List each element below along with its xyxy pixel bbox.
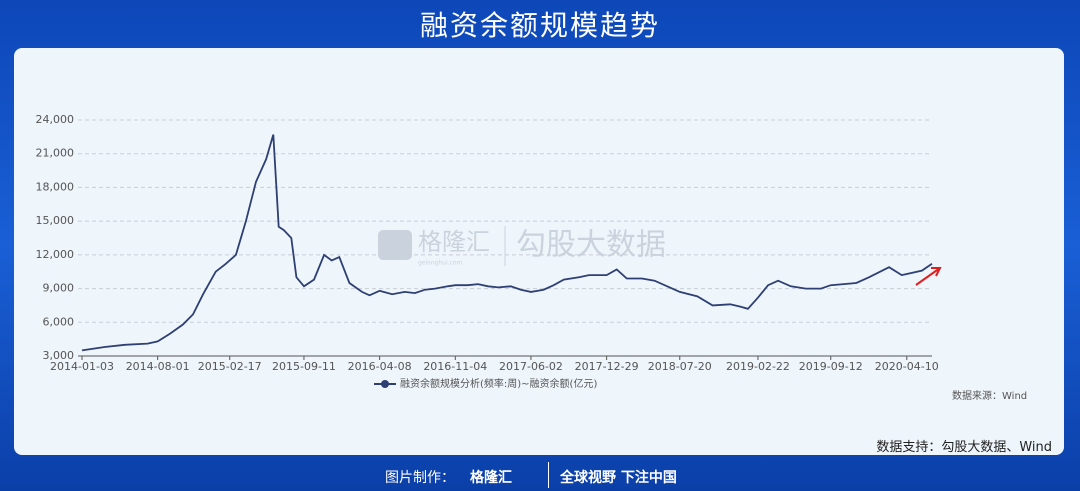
legend-label: 融资余额规模分析(频率:周)~融资余额(亿元)	[400, 377, 597, 390]
x-tick-label: 2014-01-03	[50, 360, 114, 373]
footer: 图片制作： 格隆汇 全球视野 下注中国	[0, 460, 1080, 491]
footer-brand: 格隆汇	[470, 470, 512, 486]
x-tick-label: 2016-04-08	[348, 360, 412, 373]
x-tick-label: 2019-09-12	[799, 360, 863, 373]
y-tick-label: 12,000	[36, 248, 75, 261]
y-tick-label: 21,000	[36, 147, 75, 160]
panel	[14, 48, 1064, 455]
x-tick-label: 2018-07-20	[648, 360, 712, 373]
footer-slogan: 全球视野 下注中国	[560, 470, 677, 486]
y-tick-label: 6,000	[43, 315, 75, 328]
x-tick-label: 2020-04-10	[875, 360, 939, 373]
x-tick-label: 2016-11-04	[423, 360, 487, 373]
legend-marker	[381, 380, 389, 388]
watermark-logo	[378, 230, 412, 260]
y-tick-label: 18,000	[36, 180, 75, 193]
footer-made-by: 图片制作：	[385, 470, 455, 486]
x-tick-label: 2014-08-01	[126, 360, 190, 373]
support: 数据支持：勾股大数据、Wind	[876, 440, 1052, 455]
y-tick-label: 24,000	[36, 113, 75, 126]
y-tick-label: 15,000	[36, 214, 75, 227]
watermark-brand: 格隆汇	[418, 228, 490, 256]
x-tick-label: 2015-02-17	[198, 360, 262, 373]
line	[81, 134, 933, 352]
watermark-site: gelonghui.com	[418, 260, 463, 267]
page-title: 融资余额规模趋势	[419, 9, 660, 42]
x-tick-label: 2017-12-29	[575, 360, 639, 373]
arrow	[915, 267, 942, 286]
x-tick-label: 2019-02-22	[726, 360, 790, 373]
y-tick-label: 3,000	[43, 349, 75, 362]
footer-divider	[548, 462, 549, 488]
y-tick-label: 9,000	[43, 282, 75, 295]
watermark-name: 勾股大数据	[516, 228, 666, 263]
source: 数据来源：Wind	[952, 389, 1027, 402]
watermark: 格隆汇 gelonghui.com 勾股大数据	[378, 226, 666, 267]
x-tick-label: 2015-09-11	[272, 360, 336, 373]
x-tick-label: 2017-06-02	[499, 360, 563, 373]
